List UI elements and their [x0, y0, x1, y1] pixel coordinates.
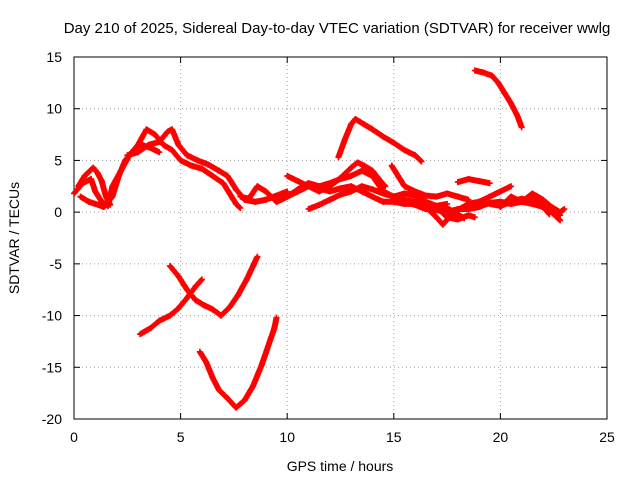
x-tick-label: 5	[177, 429, 185, 445]
y-tick-label: 5	[54, 152, 62, 168]
series-track-13	[454, 176, 493, 187]
x-tick-label: 15	[386, 429, 402, 445]
chart-title: Day 210 of 2025, Sidereal Day-to-day VTE…	[64, 20, 611, 37]
series-track-7	[284, 159, 389, 195]
data-point-markers	[550, 211, 564, 224]
y-axis-label: SDTVAR / TECUs	[6, 182, 22, 294]
plot-frame	[73, 56, 608, 420]
data-point-markers	[454, 193, 472, 203]
series-track-20	[166, 253, 261, 319]
data-series	[71, 67, 568, 411]
series-track-19	[137, 276, 205, 338]
series-track-12	[422, 198, 483, 228]
y-tick-label: -15	[42, 359, 62, 375]
series-track-2	[75, 164, 114, 208]
y-tick-label: 0	[54, 204, 62, 220]
y-tick-label: 15	[46, 49, 62, 65]
series-track-9	[335, 116, 425, 165]
series-track-21	[196, 314, 280, 411]
data-point-markers	[497, 183, 515, 195]
data-point-markers	[465, 212, 478, 221]
y-tick-label: -10	[42, 308, 62, 324]
data-point-markers	[166, 305, 182, 319]
data-point-markers	[375, 176, 389, 190]
x-tick-label: 0	[70, 429, 78, 445]
data-point-markers	[250, 362, 265, 389]
data-point-markers	[273, 188, 291, 199]
data-point-markers	[271, 314, 280, 331]
data-point-markers	[557, 206, 568, 216]
data-point-markers	[250, 253, 261, 269]
series-track-3	[77, 141, 163, 210]
series-track-17	[518, 190, 568, 216]
y-tick-label: -20	[42, 411, 62, 427]
y-tick-label: 10	[46, 101, 62, 117]
series-track-4	[124, 126, 291, 205]
x-tick-label: 20	[493, 429, 509, 445]
axis-ticks: 0 5 10 15 20 25 -20 -15 -10 -5 0 5 10 15	[42, 49, 615, 445]
data-point-markers	[192, 276, 205, 290]
x-tick-label: 10	[279, 429, 295, 445]
series-track-14	[476, 183, 515, 205]
grid-lines	[74, 57, 607, 419]
x-axis-label: GPS time / hours	[287, 458, 394, 474]
data-point-markers	[514, 113, 525, 131]
data-point-markers	[147, 145, 163, 156]
data-point-markers	[233, 200, 244, 211]
series-track-18	[471, 67, 525, 131]
y-tick-label: -5	[50, 256, 63, 272]
x-tick-label: 25	[599, 429, 615, 445]
series-track-10	[388, 162, 472, 203]
data-point-markers	[412, 152, 425, 165]
data-point-markers	[540, 204, 553, 218]
data-point-markers	[476, 178, 493, 187]
